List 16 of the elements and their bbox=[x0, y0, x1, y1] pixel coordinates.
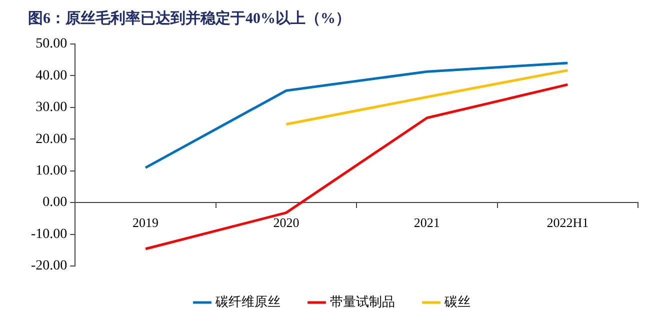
x-tick-label: 2020 bbox=[273, 214, 300, 230]
y-tick-label: 30.00 bbox=[36, 100, 68, 116]
legend-label: 碳丝 bbox=[443, 294, 470, 309]
y-tick-label: -20.00 bbox=[30, 258, 68, 274]
y-tick-label: 0.00 bbox=[42, 195, 68, 210]
chart-title: 图6：原丝毛利率已达到并稳定于40%以上（%） bbox=[28, 8, 350, 27]
y-tick-label: 10.00 bbox=[36, 164, 68, 179]
y-tick-label: 50.00 bbox=[36, 36, 68, 52]
y-tick-label: 20.00 bbox=[36, 132, 68, 147]
x-tick-label: 2019 bbox=[132, 214, 159, 230]
legend-label: 带量试制品 bbox=[330, 294, 395, 309]
y-tick-label: 40.00 bbox=[36, 68, 68, 84]
legend-label: 碳纤维原丝 bbox=[214, 294, 280, 309]
x-tick-label: 2022H1 bbox=[546, 214, 589, 230]
y-tick-label: -10.00 bbox=[30, 226, 68, 242]
x-tick-label: 2021 bbox=[414, 214, 440, 230]
